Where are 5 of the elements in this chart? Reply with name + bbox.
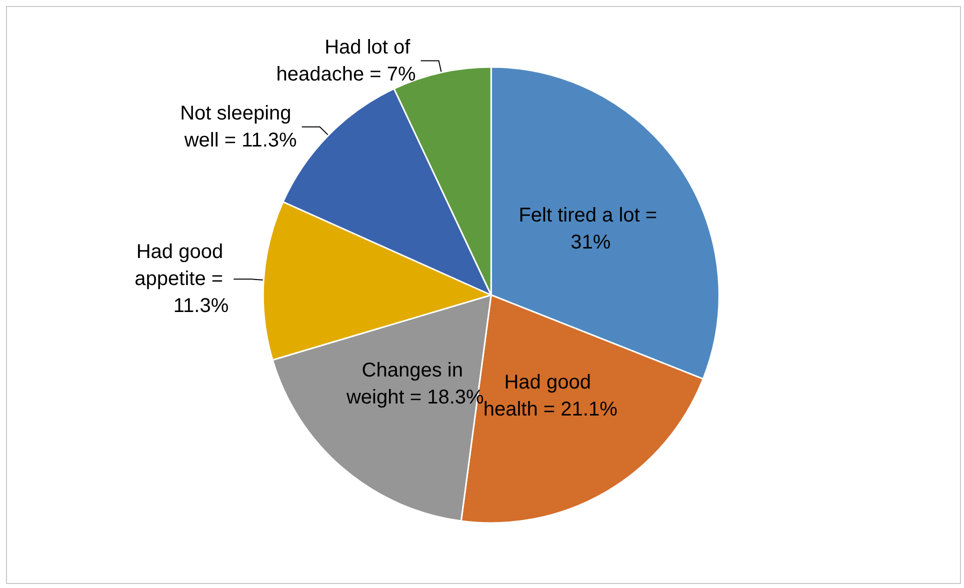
slice-label: Had good appetite = 11.3% <box>134 241 229 318</box>
slice-label: Had lot of headache = 7% <box>276 36 416 86</box>
slice-label: Not sleeping well = 11.3% <box>180 102 298 152</box>
slice-label: Had good health = 21.1% <box>483 371 618 420</box>
slice-label: Felt tired a lot = 31% <box>518 204 658 254</box>
